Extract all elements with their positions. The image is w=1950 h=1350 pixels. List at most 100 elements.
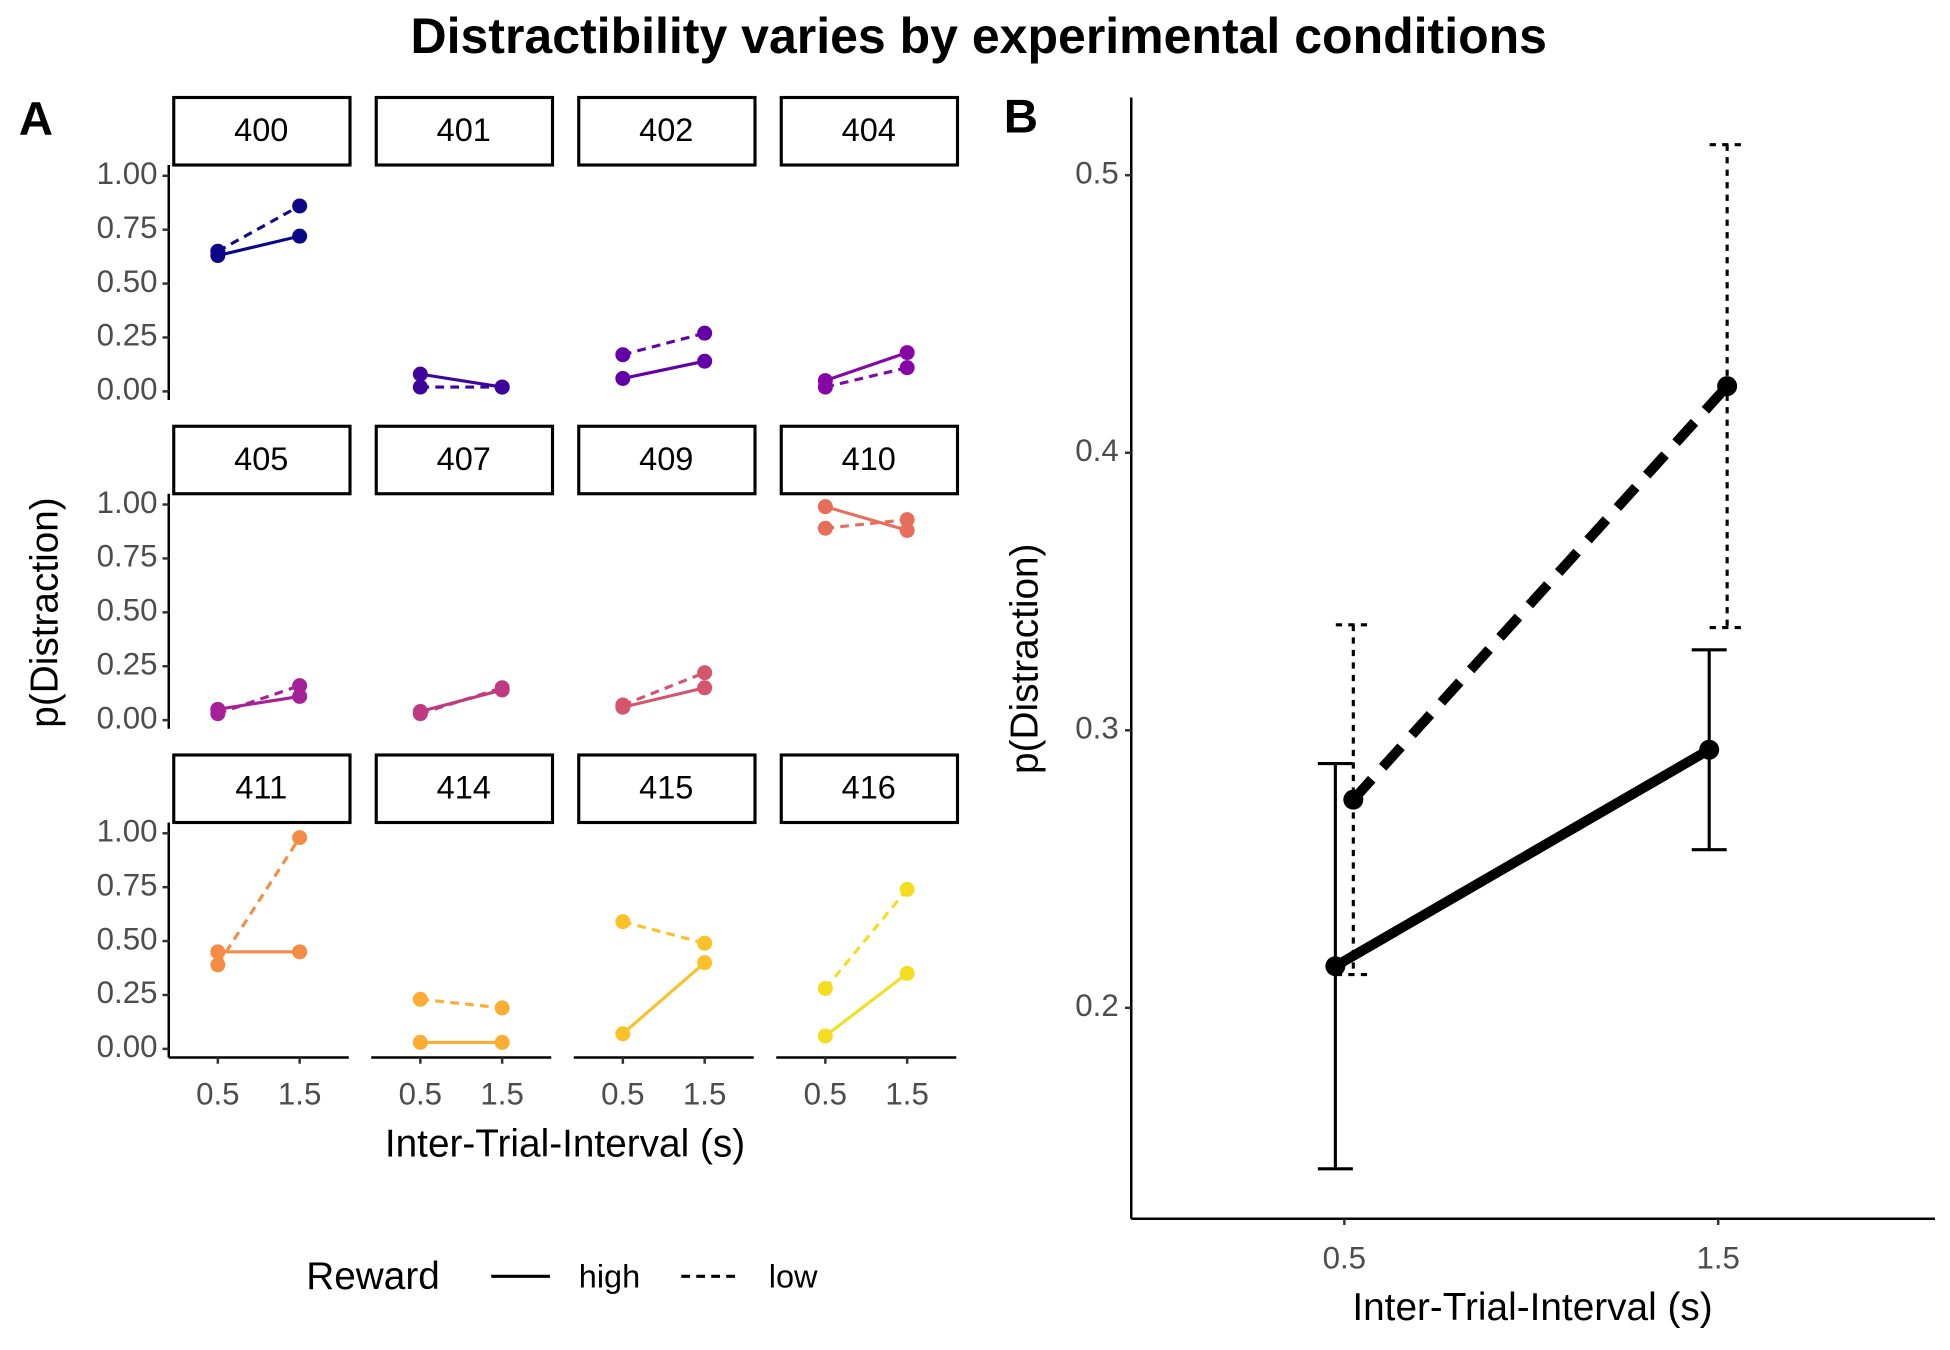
x-tick-label: 0.5 <box>804 1077 847 1112</box>
y-tick-label: 0.00 <box>97 700 158 735</box>
strip-label: 400 <box>234 112 288 148</box>
panel-label: A <box>19 93 53 146</box>
data-point <box>615 1026 631 1042</box>
y-tick-label: 0.3 <box>1075 711 1118 746</box>
strip <box>779 95 960 167</box>
data-point <box>292 228 308 244</box>
data-point <box>292 678 308 694</box>
y-axis-title: p(Distraction) <box>24 497 67 727</box>
y-tick-label: 0.5 <box>1075 155 1118 190</box>
strip <box>577 95 757 167</box>
strip <box>172 424 352 496</box>
y-tick-label: 0.2 <box>1075 988 1118 1023</box>
data-point <box>817 981 833 997</box>
strip-label: 416 <box>842 770 896 806</box>
data-point <box>817 520 833 536</box>
strip-label: 405 <box>234 441 288 477</box>
data-point <box>899 360 915 376</box>
data-point <box>899 522 915 538</box>
strip <box>577 753 757 825</box>
data-point <box>899 965 915 981</box>
x-tick-label: 0.5 <box>1323 1240 1366 1275</box>
data-point <box>817 1028 833 1044</box>
data-point <box>615 914 631 930</box>
y-tick-label: 1.00 <box>97 485 158 520</box>
data-point <box>210 706 226 722</box>
y-tick-label: 1.00 <box>97 814 158 849</box>
data-point <box>412 1034 428 1050</box>
x-tick-label: 1.5 <box>480 1077 523 1112</box>
data-point <box>292 944 308 960</box>
y-tick-label: 0.25 <box>97 318 158 353</box>
series-line <box>621 961 706 1035</box>
strip-label: 407 <box>437 441 491 477</box>
x-tick-label: 0.5 <box>196 1077 239 1112</box>
x-tick-label: 0.5 <box>601 1077 644 1112</box>
data-point <box>1717 376 1738 397</box>
y-tick-label: 0.75 <box>97 539 158 574</box>
panel-label: B <box>1004 91 1038 144</box>
strip-label: 409 <box>639 441 693 477</box>
data-point <box>899 345 915 361</box>
series-line <box>825 518 908 530</box>
data-point <box>1699 739 1720 760</box>
data-point <box>412 366 428 382</box>
data-point <box>412 991 428 1007</box>
x-tick-label: 1.5 <box>683 1077 726 1112</box>
data-point <box>697 935 713 951</box>
data-point <box>292 688 308 704</box>
data-point <box>412 706 428 722</box>
series-line <box>622 359 705 380</box>
data-point <box>615 347 631 363</box>
legend-title: Reward <box>306 1255 440 1298</box>
x-tick-label: 1.5 <box>1696 1240 1739 1275</box>
x-tick-label: 1.5 <box>885 1077 928 1112</box>
strip-label: 411 <box>235 770 287 806</box>
strip <box>779 753 960 825</box>
x-axis-title: Inter-Trial-Interval (s) <box>1352 1286 1712 1329</box>
y-tick-label: 0.50 <box>97 921 158 956</box>
series-line <box>824 972 909 1038</box>
series-line <box>216 836 301 966</box>
strip-label: 414 <box>437 770 491 806</box>
chart-title: Distractibility varies by experimental c… <box>411 8 1547 64</box>
legend-label: high <box>579 1258 640 1294</box>
y-tick-label: 0.50 <box>97 593 158 628</box>
strip <box>374 424 555 496</box>
x-axis-title: Inter-Trial-Interval (s) <box>385 1122 745 1165</box>
y-tick-label: 0.25 <box>97 646 158 681</box>
data-point <box>899 512 915 528</box>
strip-label: 404 <box>842 112 896 148</box>
data-point <box>494 379 510 395</box>
error-bar <box>1335 623 1371 977</box>
data-point <box>817 499 833 515</box>
strip <box>577 424 757 496</box>
series-line <box>420 997 503 1010</box>
data-point <box>697 665 713 681</box>
y-tick-label: 0.00 <box>97 372 158 407</box>
data-point <box>494 1000 510 1016</box>
data-point <box>412 379 428 395</box>
data-point <box>899 881 915 897</box>
strip <box>374 753 555 825</box>
strip-label: 402 <box>639 112 693 148</box>
y-tick-label: 0.75 <box>97 867 158 902</box>
series-line <box>1349 382 1731 804</box>
data-point <box>210 944 226 960</box>
y-tick-label: 0.4 <box>1075 433 1118 468</box>
y-tick-label: 1.00 <box>97 156 158 191</box>
data-point <box>615 697 631 713</box>
series-line <box>622 686 706 709</box>
data-point <box>697 353 713 369</box>
y-axis-title: p(Distraction) <box>1004 544 1047 774</box>
strip <box>779 424 960 496</box>
y-tick-label: 0.50 <box>97 264 158 299</box>
data-point <box>494 1034 510 1050</box>
data-point <box>1325 956 1346 977</box>
data-point <box>697 325 713 341</box>
series-line <box>217 694 300 711</box>
series-line <box>217 234 301 258</box>
series-line <box>824 888 909 990</box>
